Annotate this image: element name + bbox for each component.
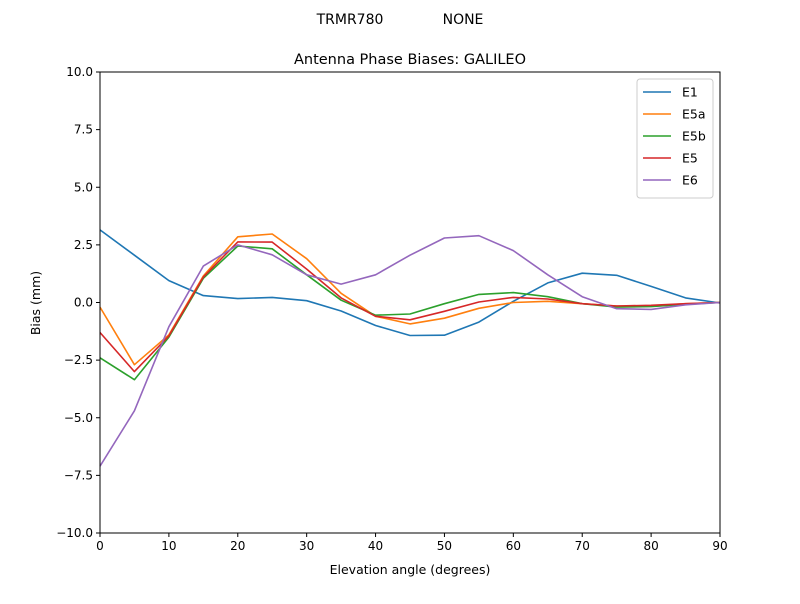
y-tick-label: −10.0 — [56, 526, 93, 540]
legend-label-e5: E5 — [682, 151, 698, 166]
y-tick-label: 10.0 — [66, 65, 93, 79]
x-tick-label: 0 — [96, 539, 104, 553]
legend-label-e5b: E5b — [682, 129, 706, 144]
y-ticks: −10.0 −7.5 −5.0 −2.5 0.0 2.5 5.0 7.5 10.0 — [56, 65, 100, 540]
y-tick-label: 2.5 — [74, 238, 93, 252]
legend-box — [636, 78, 714, 199]
x-tick-label: 60 — [506, 539, 521, 553]
x-tick-label: 50 — [437, 539, 452, 553]
y-tick-label: 7.5 — [74, 123, 93, 137]
y-tick-label: −2.5 — [64, 353, 93, 367]
x-tick-label: 10 — [161, 539, 176, 553]
suptitle-left: TRMR780 — [316, 12, 384, 28]
legend: E1 E5a E5b E5 E6 — [636, 78, 714, 199]
x-tick-label: 20 — [230, 539, 245, 553]
series-line-e1 — [99, 229, 721, 337]
y-axis-label: Bias (mm) — [28, 271, 43, 335]
plot-frame — [99, 71, 721, 534]
y-tick-label: 5.0 — [74, 180, 93, 194]
series-line-e5a — [99, 233, 721, 366]
legend-label-e5a: E5a — [682, 107, 706, 122]
series-line-e5 — [99, 241, 721, 373]
series-line-e6 — [99, 234, 721, 467]
x-tick-label: 80 — [643, 539, 658, 553]
series-line-e5b — [99, 245, 721, 381]
y-tick-label: −5.0 — [64, 411, 93, 425]
legend-label-e1: E1 — [682, 85, 698, 100]
x-tick-label: 90 — [712, 539, 727, 553]
x-tick-label: 30 — [299, 539, 314, 553]
x-tick-label: 40 — [368, 539, 383, 553]
series-lines — [99, 229, 721, 467]
x-ticks: 0 10 20 30 40 50 60 70 80 90 — [96, 533, 728, 553]
legend-label-e6: E6 — [682, 173, 698, 188]
x-tick-label: 70 — [575, 539, 590, 553]
x-axis-label: Elevation angle (degrees) — [330, 562, 491, 577]
suptitle-right: NONE — [443, 12, 484, 28]
y-tick-label: −7.5 — [64, 468, 93, 482]
y-tick-label: 0.0 — [74, 296, 93, 310]
chart-title: Antenna Phase Biases: GALILEO — [294, 52, 526, 68]
